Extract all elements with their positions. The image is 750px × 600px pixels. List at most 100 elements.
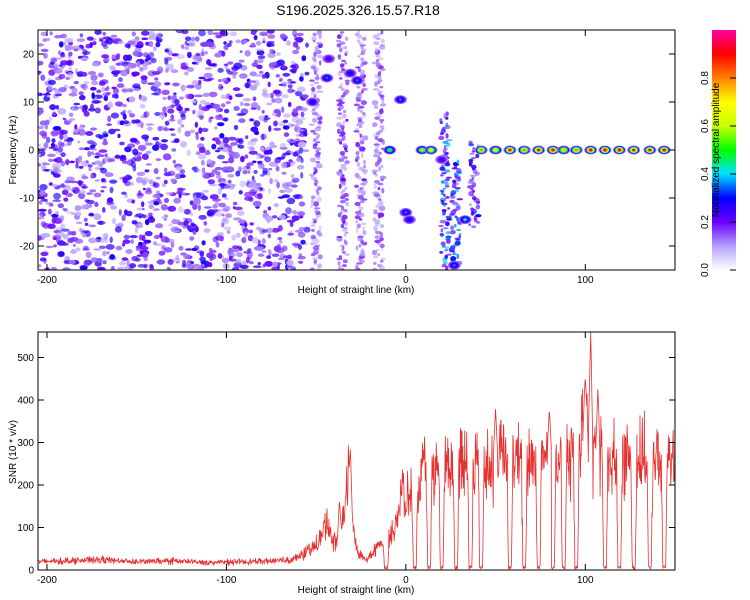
noise-blob — [204, 150, 211, 156]
noise-blob — [202, 189, 209, 193]
spectral-peak — [458, 215, 472, 225]
streak-blob — [445, 238, 451, 241]
noise-blob — [93, 213, 102, 220]
noise-blob — [292, 49, 300, 55]
noise-blob — [257, 160, 263, 164]
noise-blob — [154, 112, 161, 116]
noise-blob — [91, 72, 95, 77]
spectral-peak — [489, 145, 503, 155]
noise-blob — [214, 212, 223, 217]
streak-blob — [357, 55, 361, 58]
noise-blob — [265, 215, 274, 222]
streak-blob — [342, 259, 348, 264]
noise-blob — [89, 189, 97, 193]
noise-blob — [81, 205, 90, 209]
noise-blob — [147, 36, 157, 40]
noise-blob — [50, 266, 57, 270]
noise-blob — [136, 61, 141, 68]
streak-blob — [380, 224, 384, 228]
noise-blob — [282, 119, 289, 124]
noise-blob — [119, 141, 125, 146]
noise-blob — [123, 234, 131, 240]
noise-blob — [39, 189, 46, 196]
noise-blob — [152, 193, 161, 199]
noise-blob — [93, 248, 102, 251]
streak-blob — [344, 160, 351, 164]
noise-blob — [155, 223, 164, 229]
streak-blob — [372, 217, 377, 222]
peak-contour — [440, 158, 444, 162]
noise-blob — [168, 118, 176, 122]
noise-blob — [201, 167, 206, 174]
streak-blob — [469, 174, 477, 177]
noise-blob — [117, 133, 121, 139]
noise-blob — [257, 55, 266, 60]
noise-blob — [300, 107, 308, 112]
streak-blob — [373, 148, 379, 154]
noise-blob — [136, 195, 143, 199]
noise-blob — [59, 215, 65, 222]
noise-blob — [110, 205, 117, 210]
noise-blob — [125, 249, 133, 254]
streak-blob — [357, 92, 362, 96]
streak-blob — [450, 225, 454, 231]
streak-blob — [456, 228, 461, 232]
streak-blob — [372, 261, 377, 265]
noise-blob — [196, 250, 205, 254]
noise-blob — [295, 119, 304, 125]
noise-blob — [266, 30, 275, 34]
noise-blob — [267, 52, 276, 59]
noise-blob — [250, 42, 256, 47]
noise-blob — [214, 166, 223, 171]
noise-blob — [175, 30, 185, 34]
noise-blob — [217, 253, 223, 259]
noise-blob — [77, 140, 81, 144]
noise-blob — [159, 232, 163, 239]
noise-blob — [137, 207, 142, 211]
streak-blob — [353, 130, 360, 133]
noise-blob — [53, 166, 59, 174]
y-tick-label: 20 — [23, 50, 35, 61]
streak-blob — [343, 239, 347, 244]
streak-blob — [344, 79, 351, 82]
streak-blob — [445, 196, 450, 199]
noise-blob — [132, 148, 139, 156]
noise-blob — [201, 160, 205, 166]
noise-blob — [292, 210, 298, 215]
noise-blob — [138, 234, 143, 241]
noise-blob — [253, 169, 258, 175]
noise-blob — [215, 34, 223, 39]
streak-blob — [468, 158, 474, 162]
streak-blob — [375, 131, 381, 136]
noise-blob — [144, 230, 153, 237]
noise-blob — [268, 161, 278, 167]
peak-contour — [589, 148, 593, 152]
noise-blob — [157, 125, 163, 132]
noise-blob — [88, 224, 97, 228]
noise-blob — [102, 207, 106, 213]
noise-blob — [294, 124, 299, 127]
noise-blob — [297, 129, 305, 132]
streak-blob — [456, 159, 460, 165]
streak-blob — [354, 172, 360, 178]
streak-blob — [361, 178, 368, 182]
peak-contour — [398, 98, 403, 101]
noise-blob — [285, 207, 292, 215]
noise-blob — [224, 197, 229, 201]
streak-blob — [445, 221, 450, 227]
spectral-peak — [402, 215, 416, 225]
noise-blob — [52, 148, 58, 151]
noise-blob — [113, 40, 117, 44]
noise-blob — [124, 67, 130, 72]
peak-contour — [310, 100, 315, 104]
noise-blob — [184, 218, 193, 224]
streak-blob — [363, 159, 366, 165]
x-tick-label: 0 — [403, 275, 409, 286]
noise-blob — [162, 153, 172, 161]
noise-blob — [167, 259, 174, 265]
peak-contour — [348, 71, 352, 75]
noise-blob — [119, 261, 127, 266]
streak — [353, 30, 369, 270]
noise-blob — [90, 103, 94, 110]
noise-blob — [204, 50, 208, 55]
